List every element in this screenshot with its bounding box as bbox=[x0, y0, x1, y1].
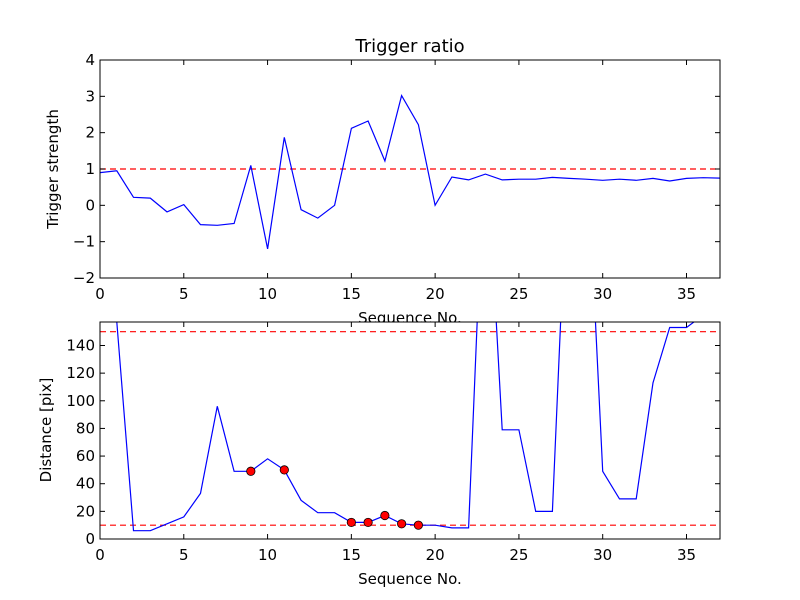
top-y-tick-label: 1 bbox=[85, 160, 95, 178]
top-y-tick-label: −1 bbox=[73, 233, 95, 251]
bottom-x-tick-label: 15 bbox=[342, 546, 361, 564]
bottom-data-point bbox=[279, 465, 289, 475]
bottom-y-tick-label: 0 bbox=[85, 530, 95, 548]
bottom-y-tick-label: 60 bbox=[76, 447, 95, 465]
top-x-tick-label: 25 bbox=[509, 285, 528, 303]
bottom-y-tick-label: 100 bbox=[66, 392, 95, 410]
top-y-tick-label: 0 bbox=[85, 196, 95, 214]
bottom-y-tick-label: 140 bbox=[66, 336, 95, 354]
top-x-tick-label: 15 bbox=[342, 285, 361, 303]
top-x-tick-label: 10 bbox=[258, 285, 277, 303]
top-x-tick-label: 30 bbox=[593, 285, 612, 303]
top-series-group bbox=[100, 94, 720, 250]
top-chart-title: Trigger ratio bbox=[354, 36, 464, 57]
bottom-y-axis-label: Distance [pix] bbox=[37, 378, 55, 483]
bottom-data-point bbox=[363, 517, 373, 528]
top-x-ticks: 0 5 10 15 20 25 30 35 bbox=[95, 60, 696, 303]
top-series-line bbox=[100, 94, 720, 250]
bottom-x-tick-label: 5 bbox=[179, 546, 189, 564]
bottom-y-tick-label: 20 bbox=[76, 502, 95, 520]
top-x-tick-label: 5 bbox=[179, 285, 189, 303]
bottom-plot: 0 5 10 15 20 25 30 35 0 20 40 60 80 100 120 140 Sequen… bbox=[37, 321, 721, 588]
bottom-x-tick-label: 25 bbox=[509, 546, 528, 564]
bottom-series-group bbox=[116, 322, 695, 532]
bottom-y-tick-label: 40 bbox=[76, 475, 95, 493]
bottom-x-tick-label: 0 bbox=[95, 546, 105, 564]
top-x-tick-label: 0 bbox=[95, 285, 105, 303]
top-x-tick-label: 35 bbox=[677, 285, 696, 303]
bottom-axes-frame bbox=[99, 321, 721, 540]
bottom-marker-group bbox=[246, 465, 423, 530]
bottom-axes-background bbox=[100, 322, 720, 539]
bottom-data-point bbox=[346, 517, 356, 528]
top-y-ticks: −2 −1 0 1 2 3 4 bbox=[73, 51, 720, 287]
top-y-tick-label: −2 bbox=[73, 269, 95, 287]
bottom-threshold-lines bbox=[100, 331, 720, 526]
top-y-tick-label: 4 bbox=[85, 51, 95, 69]
bottom-y-tick-label: 120 bbox=[66, 364, 95, 382]
bottom-y-tick-label: 80 bbox=[76, 419, 95, 437]
bottom-x-tick-label: 35 bbox=[677, 546, 696, 564]
top-y-tick-label: 3 bbox=[85, 87, 95, 105]
bottom-x-tick-label: 10 bbox=[258, 546, 277, 564]
bottom-data-point bbox=[246, 466, 256, 476]
bottom-data-point bbox=[397, 519, 407, 529]
bottom-y-ticks: 0 20 40 60 80 100 120 140 bbox=[66, 336, 720, 548]
bottom-x-ticks: 0 5 10 15 20 25 30 35 bbox=[95, 322, 696, 564]
top-y-axis-label: Trigger strength bbox=[44, 109, 62, 230]
bottom-x-tick-label: 30 bbox=[593, 546, 612, 564]
bottom-data-point bbox=[380, 510, 390, 521]
bottom-series-line bbox=[116, 322, 695, 532]
bottom-data-point bbox=[413, 520, 423, 530]
top-y-tick-label: 2 bbox=[85, 124, 95, 142]
top-x-tick-label: 20 bbox=[426, 285, 445, 303]
bottom-x-tick-label: 20 bbox=[426, 546, 445, 564]
bottom-x-axis-label: Sequence No. bbox=[358, 570, 462, 588]
